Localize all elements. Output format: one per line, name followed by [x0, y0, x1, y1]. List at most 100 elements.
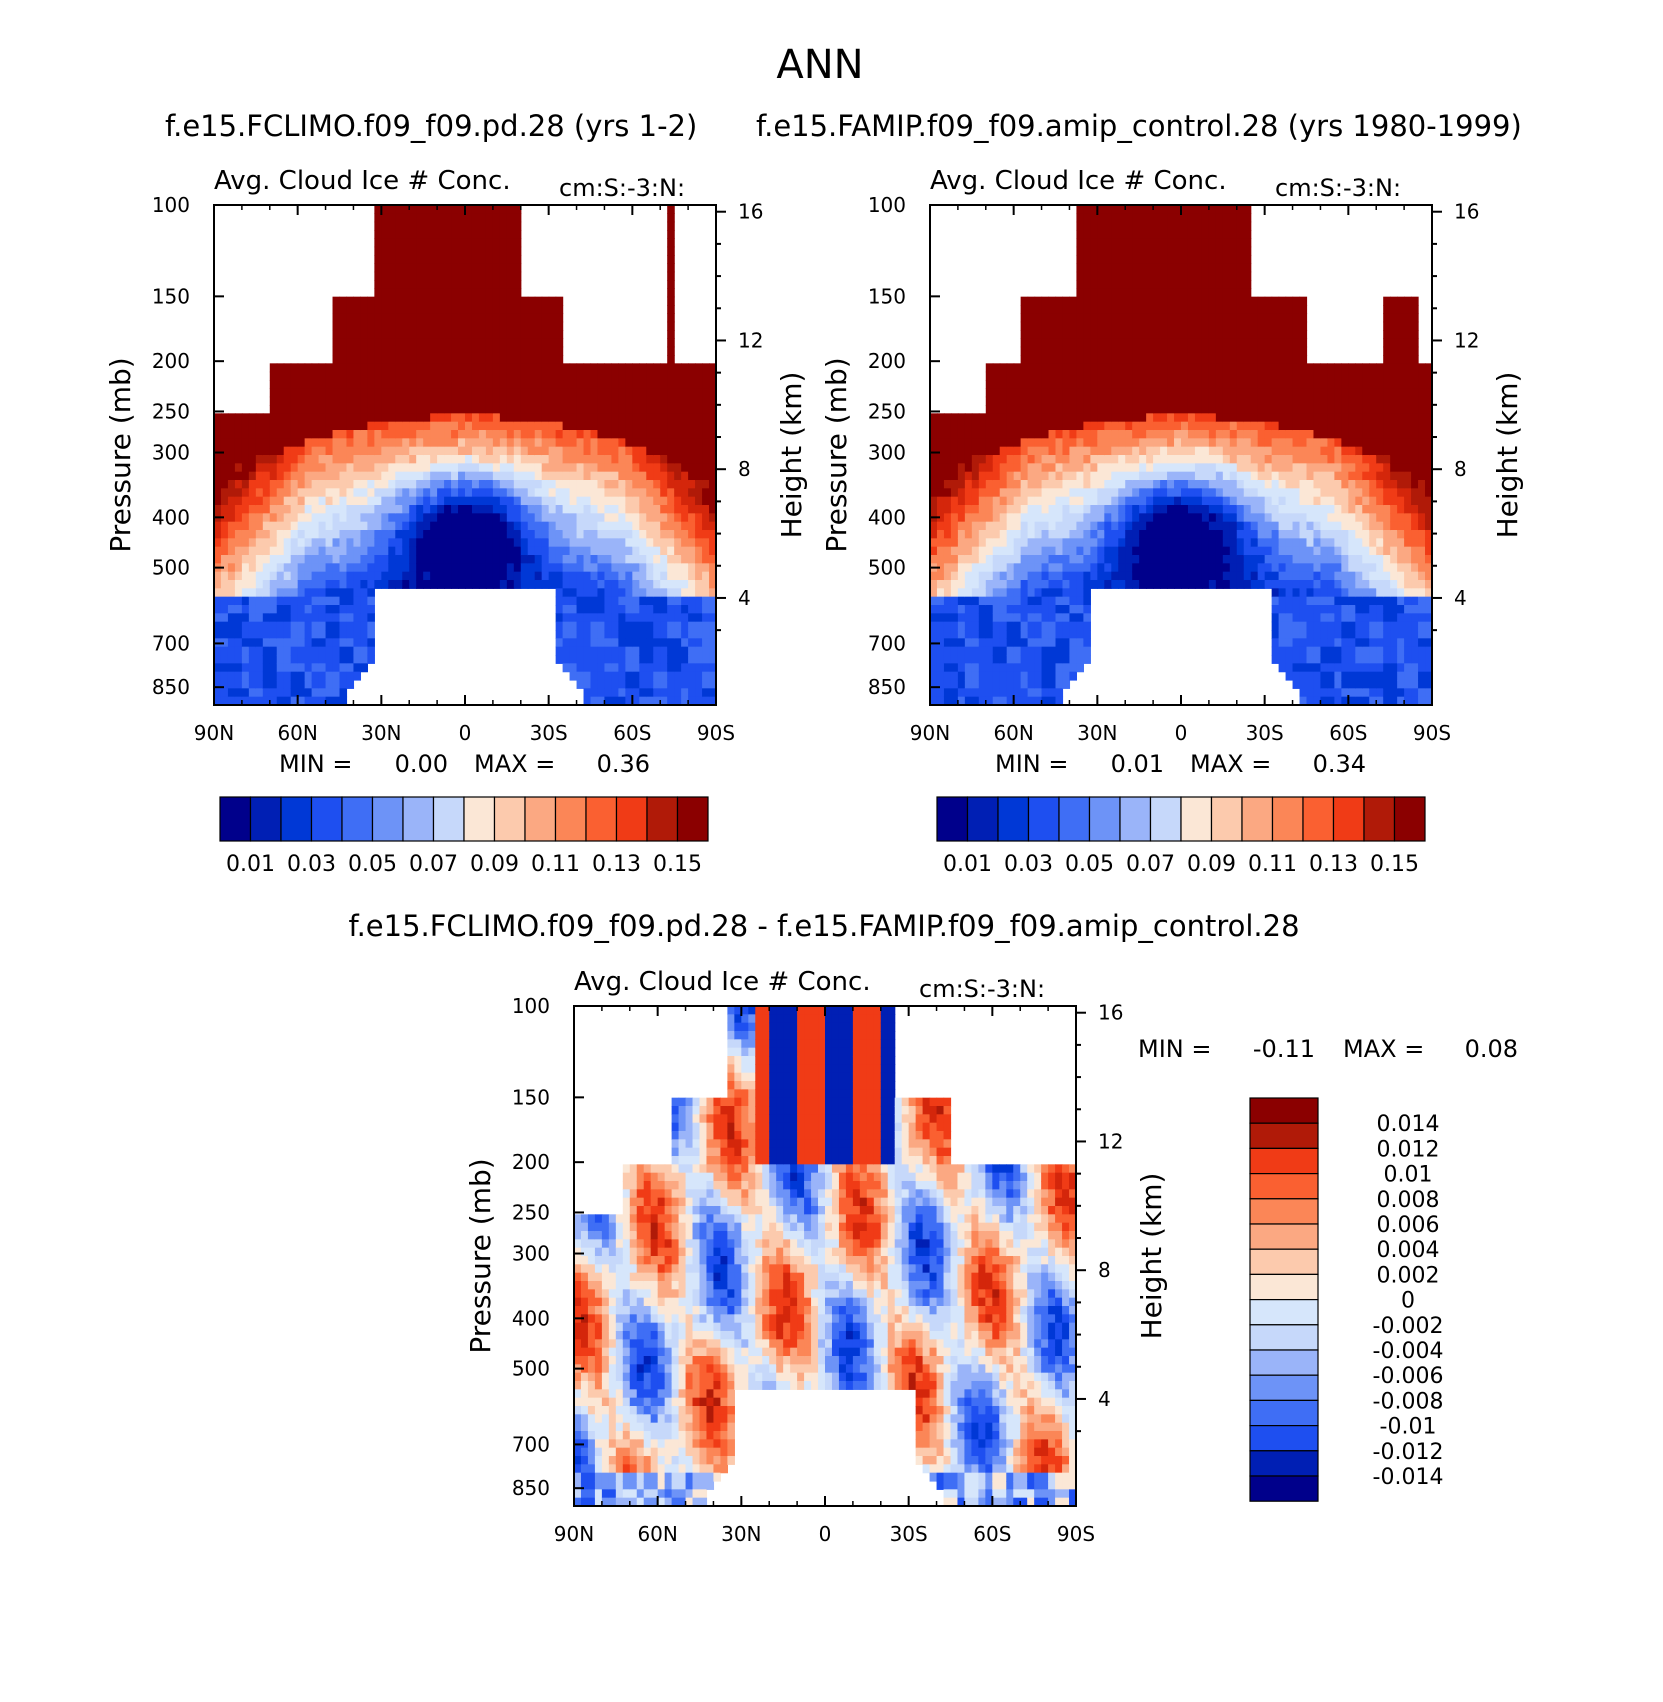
field-cell [381, 280, 389, 289]
field-cell [423, 438, 431, 448]
field-cell [297, 546, 306, 556]
field-cell [971, 480, 980, 489]
field-cell [1097, 255, 1105, 264]
field-cell [220, 688, 229, 698]
field-cell [388, 380, 396, 389]
field-cell [1111, 371, 1119, 381]
field-cell [1034, 605, 1043, 614]
field-cell [520, 380, 529, 389]
field-cell [590, 380, 599, 389]
field-cell [1118, 280, 1126, 289]
field-cell [985, 530, 994, 539]
field-cell [583, 505, 592, 514]
field-cell [971, 513, 980, 523]
field-cell [639, 421, 647, 431]
field-cell [465, 555, 473, 564]
field-cell [1027, 638, 1036, 648]
field-cell [499, 530, 508, 539]
field-cell [339, 638, 348, 648]
field-cell [688, 421, 696, 431]
field-cell [936, 555, 945, 564]
field-cell [709, 430, 716, 439]
field-cell [297, 555, 306, 564]
field-cell [395, 496, 403, 506]
field-cell [1083, 430, 1091, 439]
field-cell [562, 363, 571, 373]
field-cell [290, 413, 299, 423]
field-cell [1125, 371, 1133, 381]
field-cell [437, 438, 445, 448]
field-cell [451, 371, 459, 381]
field-cell [1027, 605, 1036, 614]
field-cell [1104, 463, 1112, 473]
field-cell [339, 396, 348, 406]
field-cell [485, 463, 494, 473]
field-cell [597, 413, 606, 423]
field-cell [332, 505, 341, 514]
field-cell [402, 446, 410, 456]
field-cell [374, 571, 382, 581]
field-cell [346, 663, 355, 673]
field-cell [499, 330, 508, 339]
field-cell [985, 371, 994, 381]
field-cell [562, 446, 571, 456]
field-cell [423, 463, 431, 473]
field-cell [1013, 530, 1022, 539]
field-cell [604, 513, 613, 523]
field-cell [1181, 238, 1189, 248]
panel-a-field [214, 205, 716, 705]
field-cell [283, 421, 292, 431]
field-cell [388, 238, 396, 248]
field-cell [964, 621, 973, 631]
field-cell [618, 546, 626, 556]
field-cell [702, 521, 710, 531]
field-cell [527, 513, 536, 523]
field-cell [367, 363, 375, 373]
field-cell [1153, 313, 1161, 323]
field-cell [992, 413, 1001, 423]
field-cell [471, 438, 480, 448]
field-cell [423, 346, 431, 356]
field-cell [1194, 355, 1203, 364]
field-cell [465, 255, 473, 264]
field-cell [611, 596, 619, 606]
field-cell [978, 455, 987, 464]
field-cell [290, 405, 299, 414]
field-cell [632, 555, 640, 564]
field-cell [451, 305, 459, 314]
field-cell [971, 413, 980, 423]
field-cell [674, 563, 682, 573]
field-cell [1111, 480, 1119, 489]
field-cell [1187, 513, 1196, 523]
field-cell [451, 255, 459, 264]
field-cell [325, 555, 334, 564]
field-cell [1048, 455, 1057, 464]
field-cell [248, 488, 257, 498]
field-cell [604, 363, 613, 373]
field-cell [534, 313, 543, 323]
field-cell [304, 446, 313, 456]
field-cell [632, 596, 640, 606]
field-cell [1125, 288, 1133, 298]
field-cell [1013, 505, 1022, 514]
field-cell [590, 455, 599, 464]
field-cell [1104, 413, 1112, 423]
field-cell [1167, 580, 1175, 589]
field-cell [1215, 388, 1224, 398]
field-cell [992, 438, 1001, 448]
field-cell [611, 521, 619, 531]
field-cell [1041, 596, 1050, 606]
field-cell [1006, 663, 1015, 673]
field-cell [451, 355, 459, 364]
field-cell [1013, 488, 1022, 498]
field-cell [688, 655, 696, 664]
field-cell [1104, 288, 1112, 298]
field-cell [1208, 530, 1217, 539]
field-cell [1187, 480, 1196, 489]
field-cell [1027, 630, 1036, 639]
field-cell [374, 546, 382, 556]
field-cell [1076, 580, 1084, 589]
field-cell [444, 480, 452, 489]
field-cell [936, 696, 945, 705]
field-cell [1041, 538, 1050, 548]
